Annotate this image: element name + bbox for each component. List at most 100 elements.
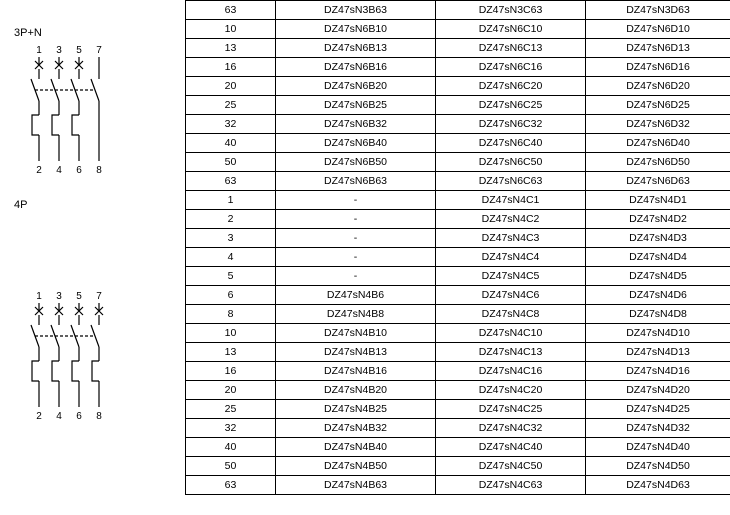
table-cell: DZ47sN4C25: [436, 400, 586, 419]
table-cell: 32: [186, 419, 276, 438]
table-row: 50DZ47sN4B50DZ47sN4C50DZ47sN4D50: [186, 457, 730, 476]
table-cell: DZ47sN6D32: [586, 115, 730, 134]
table-cell: DZ47sN4C4: [436, 248, 586, 267]
table-cell: -: [276, 229, 436, 248]
table-cell: 40: [186, 438, 276, 457]
table-cell: DZ47sN4D8: [586, 305, 730, 324]
table-cell: DZ47sN6D16: [586, 58, 730, 77]
table-row: 63DZ47sN4B63DZ47sN4C63DZ47sN4D63: [186, 476, 730, 495]
table-cell: DZ47sN6D25: [586, 96, 730, 115]
table-cell: 63: [186, 1, 276, 20]
table-cell: DZ47sN6C16: [436, 58, 586, 77]
diagram-label: 1: [36, 291, 42, 302]
table-cell: DZ47sN4B8: [276, 305, 436, 324]
table-cell: DZ47sN4B16: [276, 362, 436, 381]
table-cell: DZ47sN4C16: [436, 362, 586, 381]
table-cell: DZ47sN6D50: [586, 153, 730, 172]
table-row: 32DZ47sN4B32DZ47sN4C32DZ47sN4D32: [186, 419, 730, 438]
table-cell: -: [276, 210, 436, 229]
diagram-label: 3: [56, 291, 62, 302]
table-cell: DZ47sN4B40: [276, 438, 436, 457]
table-cell: -: [276, 191, 436, 210]
table-cell: DZ47sN4D6: [586, 286, 730, 305]
table-cell: 63: [186, 476, 276, 495]
diagram-label: 4: [56, 165, 62, 176]
table-cell: DZ47sN6C40: [436, 134, 586, 153]
section-4p: 4P 1 3 5 7: [0, 191, 185, 440]
table-row: 20DZ47sN6B20DZ47sN6C20DZ47sN6D20: [186, 77, 730, 96]
table-row: 1-DZ47sN4C1DZ47sN4D1: [186, 191, 730, 210]
diagram-label: 3: [56, 45, 62, 56]
table-cell: DZ47sN6D10: [586, 20, 730, 39]
table-cell: DZ47sN4D32: [586, 419, 730, 438]
table-cell: DZ47sN4B20: [276, 381, 436, 400]
table-cell: DZ47sN6C13: [436, 39, 586, 58]
table-cell: DZ47sN4D4: [586, 248, 730, 267]
product-table: 63DZ47sN3B63DZ47sN3C63DZ47sN3D6310DZ47sN…: [185, 0, 730, 495]
table-cell: DZ47sN4C50: [436, 457, 586, 476]
table-cell: -: [276, 267, 436, 286]
table-cell: DZ47sN4D16: [586, 362, 730, 381]
table-cell: DZ47sN4D40: [586, 438, 730, 457]
table-cell: DZ47sN6D13: [586, 39, 730, 58]
table-row: 10DZ47sN4B10DZ47sN4C10DZ47sN4D10: [186, 324, 730, 343]
table-cell: DZ47sN4C63: [436, 476, 586, 495]
diagram-label: 1: [36, 45, 42, 56]
table-row: 32DZ47sN6B32DZ47sN6C32DZ47sN6D32: [186, 115, 730, 134]
table-cell: 6: [186, 286, 276, 305]
table-cell: DZ47sN4D20: [586, 381, 730, 400]
table-cell: DZ47sN4D10: [586, 324, 730, 343]
breaker-diagram-3p-n: 1 3 5 7: [24, 43, 177, 186]
table-cell: DZ47sN4B63: [276, 476, 436, 495]
table-cell: 1: [186, 191, 276, 210]
table-cell: DZ47sN4C1: [436, 191, 586, 210]
table-cell: DZ47sN6D63: [586, 172, 730, 191]
table-cell: DZ47sN6B25: [276, 96, 436, 115]
table-cell: DZ47sN6D40: [586, 134, 730, 153]
table-cell: DZ47sN4C5: [436, 267, 586, 286]
table-cell: 20: [186, 77, 276, 96]
table-cell: DZ47sN4B25: [276, 400, 436, 419]
table-row: 20DZ47sN4B20DZ47sN4C20DZ47sN4D20: [186, 381, 730, 400]
table-row: 10DZ47sN6B10DZ47sN6C10DZ47sN6D10: [186, 20, 730, 39]
table-cell: DZ47sN4C13: [436, 343, 586, 362]
table-cell: DZ47sN6B10: [276, 20, 436, 39]
table-cell: 50: [186, 153, 276, 172]
table-cell: 10: [186, 324, 276, 343]
table-cell: 20: [186, 381, 276, 400]
table-row: 13DZ47sN4B13DZ47sN4C13DZ47sN4D13: [186, 343, 730, 362]
table-cell: 5: [186, 267, 276, 286]
table-row: 40DZ47sN4B40DZ47sN4C40DZ47sN4D40: [186, 438, 730, 457]
table-cell: DZ47sN6C20: [436, 77, 586, 96]
diagram-label: 2: [36, 411, 42, 422]
breaker-diagram-4p: 1 3 5 7: [24, 289, 177, 432]
table-cell: DZ47sN4D5: [586, 267, 730, 286]
table-cell: DZ47sN3B63: [276, 1, 436, 20]
table-cell: DZ47sN3C63: [436, 1, 586, 20]
table-cell: 32: [186, 115, 276, 134]
diagram-label: 8: [96, 411, 102, 422]
table-cell: DZ47sN4C32: [436, 419, 586, 438]
table-cell: DZ47sN4D2: [586, 210, 730, 229]
table-row: 25DZ47sN4B25DZ47sN4C25DZ47sN4D25: [186, 400, 730, 419]
table-row: 63DZ47sN6B63DZ47sN6C63DZ47sN6D63: [186, 172, 730, 191]
table-cell: DZ47sN6C25: [436, 96, 586, 115]
table-cell: 50: [186, 457, 276, 476]
table-cell: DZ47sN4D1: [586, 191, 730, 210]
table-row: 50DZ47sN6B50DZ47sN6C50DZ47sN6D50: [186, 153, 730, 172]
table-cell: DZ47sN4D50: [586, 457, 730, 476]
diagram-label: 8: [96, 165, 102, 176]
table-row: 3-DZ47sN4C3DZ47sN4D3: [186, 229, 730, 248]
table-cell: DZ47sN4C40: [436, 438, 586, 457]
table-cell: 8: [186, 305, 276, 324]
table-cell: 10: [186, 20, 276, 39]
table-cell: DZ47sN4D63: [586, 476, 730, 495]
table-cell: 13: [186, 39, 276, 58]
table-cell: DZ47sN6B63: [276, 172, 436, 191]
table-cell: 4: [186, 248, 276, 267]
table-row: 63DZ47sN3B63DZ47sN3C63DZ47sN3D63: [186, 1, 730, 20]
table-row: 4-DZ47sN4C4DZ47sN4D4: [186, 248, 730, 267]
table-cell: DZ47sN4B13: [276, 343, 436, 362]
table-cell: DZ47sN4C10: [436, 324, 586, 343]
table-cell: DZ47sN4B50: [276, 457, 436, 476]
